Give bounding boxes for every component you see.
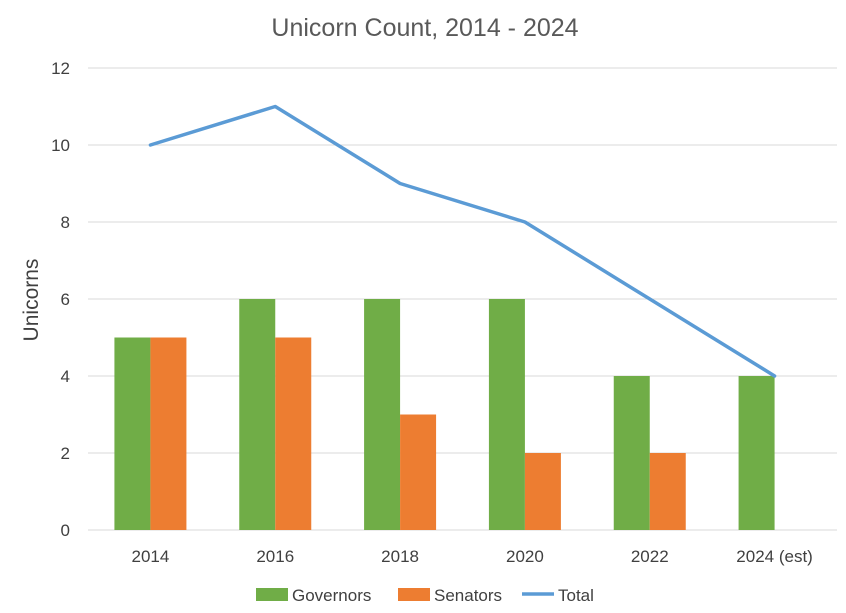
y-tick-label-8: 8: [61, 213, 70, 232]
bar-senators-2018: [400, 414, 437, 530]
bar-senators-2020: [524, 453, 561, 530]
gridlines: [88, 67, 837, 531]
bar-senators-2016: [275, 337, 312, 530]
bar-governors-2024-est: [738, 376, 775, 530]
bar-governors-2020: [488, 299, 525, 530]
x-tick-label-2016: 2016: [256, 547, 294, 566]
x-tick-label-2014: 2014: [132, 547, 170, 566]
legend-label-total: Total: [558, 586, 594, 605]
legend-swatch-senators: [398, 588, 430, 601]
y-tick-label-6: 6: [61, 290, 70, 309]
y-tick-label-0: 0: [61, 521, 70, 540]
y-tick-labels: 0 2 4 6 8 10 12: [51, 59, 70, 540]
bar-senators-2022: [649, 453, 686, 530]
bar-governors-2016: [239, 299, 276, 530]
y-tick-label-10: 10: [51, 136, 70, 155]
legend: Governors Senators Total: [256, 586, 594, 605]
legend-item-senators: Senators: [398, 586, 502, 605]
bar-governors-2022: [613, 376, 650, 530]
legend-swatch-governors: [256, 588, 288, 601]
x-tick-label-2024-est: 2024 (est): [736, 547, 813, 566]
bars-layer: [114, 299, 775, 530]
legend-label-governors: Governors: [292, 586, 371, 605]
y-axis-label: Unicorns: [20, 259, 43, 342]
bar-governors-2018: [364, 299, 401, 530]
legend-label-senators: Senators: [434, 586, 502, 605]
chart-title: Unicorn Count, 2014 - 2024: [271, 14, 578, 42]
line-total: [148, 104, 777, 378]
y-tick-label-12: 12: [51, 59, 70, 78]
x-tick-labels: 2014 2016 2018 2020 2022 2024 (est): [132, 547, 813, 566]
bar-senators-2014: [150, 337, 187, 530]
x-tick-label-2018: 2018: [381, 547, 419, 566]
x-tick-label-2022: 2022: [631, 547, 669, 566]
bar-governors-2014: [114, 337, 151, 530]
legend-item-total: Total: [522, 586, 594, 605]
legend-item-governors: Governors: [256, 586, 371, 605]
y-tick-label-2: 2: [61, 444, 70, 463]
y-tick-label-4: 4: [61, 367, 70, 386]
line-layer: [148, 104, 777, 378]
x-tick-label-2020: 2020: [506, 547, 544, 566]
